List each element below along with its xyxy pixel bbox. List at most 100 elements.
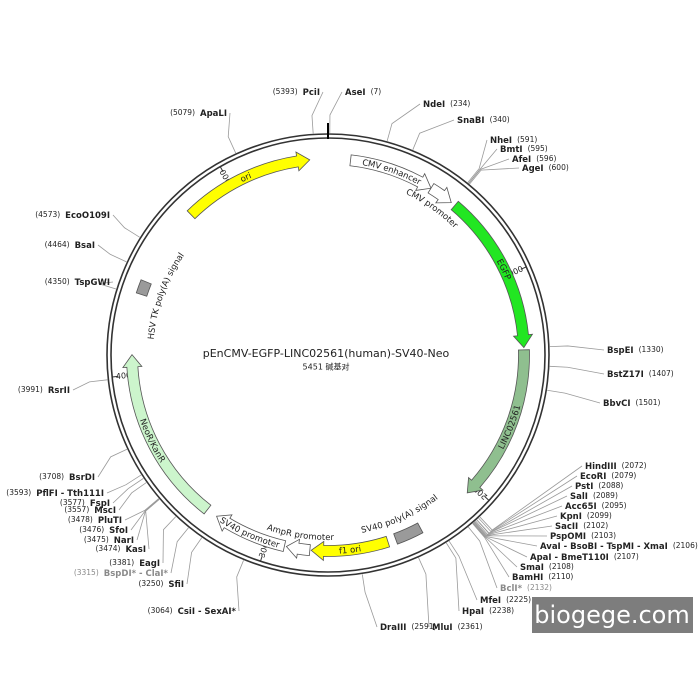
enzyme-position: (2108) bbox=[549, 562, 574, 571]
enzyme-name: MscI bbox=[94, 506, 116, 516]
enzyme-position: (2079) bbox=[611, 471, 636, 480]
enzyme-label: (3557) MscI bbox=[64, 505, 116, 516]
enzyme-name: BspEI bbox=[607, 346, 634, 356]
enzyme-position: (1501) bbox=[636, 398, 661, 407]
enzyme-name: PstI bbox=[575, 482, 593, 492]
enzyme-label: DraIII (2591) bbox=[380, 622, 436, 633]
enzyme-position: (600) bbox=[549, 163, 569, 172]
enzyme-position: (2103) bbox=[591, 531, 616, 540]
enzyme-leader bbox=[476, 495, 568, 534]
feature-label: NeoR/KanR bbox=[137, 417, 167, 464]
enzyme-name: EagI bbox=[139, 559, 160, 569]
enzyme-name: ApaI - BmeT110I bbox=[530, 553, 609, 563]
enzyme-name: ApaLI bbox=[200, 109, 227, 119]
enzyme-name: AseI bbox=[345, 88, 366, 98]
enzyme-position: (2102) bbox=[583, 521, 608, 530]
enzyme-label: BbvCI (1501) bbox=[603, 398, 661, 409]
enzyme-leader bbox=[118, 482, 147, 511]
enzyme-leader bbox=[329, 91, 343, 134]
enzyme-name: HpaI bbox=[462, 607, 484, 617]
enzyme-label: (3991) RsrII bbox=[18, 385, 70, 396]
enzyme-position: (340) bbox=[490, 115, 510, 124]
tick-mark bbox=[219, 166, 224, 173]
enzyme-leader bbox=[472, 523, 510, 578]
enzyme-label: NheI (591) bbox=[490, 135, 537, 146]
feature-arrow bbox=[216, 514, 287, 552]
feature-arrow bbox=[186, 151, 311, 220]
enzyme-position: (3577) bbox=[60, 498, 85, 507]
enzyme-position: (4573) bbox=[35, 210, 60, 219]
enzyme-name: AfeI bbox=[512, 155, 531, 165]
feature-arrow bbox=[310, 535, 391, 562]
enzyme-label: (3064) CsiI - SexAI* bbox=[148, 606, 237, 617]
enzyme-leader bbox=[468, 158, 510, 184]
enzyme-position: (3475) bbox=[84, 535, 109, 544]
enzyme-position: (1330) bbox=[639, 345, 664, 354]
enzyme-label: (3593) PflFI - Tth111I bbox=[6, 488, 104, 499]
watermark-box bbox=[532, 597, 693, 633]
enzyme-leader bbox=[474, 515, 558, 536]
enzyme-leader bbox=[472, 522, 518, 568]
enzyme-name: SmaI bbox=[520, 563, 544, 573]
enzyme-position: (2238) bbox=[489, 606, 514, 615]
feature-box bbox=[393, 522, 424, 545]
enzyme-name: EcoO109I bbox=[65, 211, 110, 221]
feature-label: SV40 poly(A) signal bbox=[360, 493, 440, 536]
enzyme-leader bbox=[473, 521, 548, 537]
feature-label-path: f1 ori bbox=[339, 544, 362, 556]
enzyme-label: (4464) BsaI bbox=[45, 240, 95, 251]
enzyme-leader bbox=[162, 516, 177, 564]
enzyme-leader bbox=[136, 498, 160, 541]
enzyme-label: PspOMI (2103) bbox=[550, 531, 616, 542]
enzyme-leader bbox=[469, 167, 520, 185]
enzyme-position: (2089) bbox=[593, 491, 618, 500]
enzyme-name: FspI bbox=[90, 499, 110, 509]
enzyme-label: EcoRI (2079) bbox=[580, 471, 636, 482]
enzyme-position: (7) bbox=[371, 87, 382, 96]
feature-label: f1 ori bbox=[339, 544, 362, 556]
enzyme-position: (2361) bbox=[458, 622, 483, 631]
enzyme-label: (4350) TspGWI bbox=[45, 277, 110, 288]
enzyme-position: (2225) bbox=[506, 595, 531, 604]
enzyme-name: SnaBI bbox=[457, 116, 485, 126]
enzyme-name: HindIII bbox=[585, 462, 617, 472]
enzyme-label: AgeI (600) bbox=[522, 163, 569, 174]
feature-label-path: ori bbox=[239, 171, 253, 185]
enzyme-label: AseI (7) bbox=[345, 87, 381, 98]
enzyme-position: (2072) bbox=[622, 461, 647, 470]
enzyme-position: (3593) bbox=[6, 488, 31, 497]
enzyme-label: BclI* (2132) bbox=[500, 583, 552, 594]
enzyme-leader bbox=[112, 214, 140, 238]
enzyme-name: PluTI bbox=[98, 516, 122, 526]
enzyme-leader bbox=[547, 389, 601, 404]
enzyme-label: (5079) ApaLI bbox=[170, 108, 227, 119]
enzyme-position: (3557) bbox=[64, 505, 89, 514]
feature-label-path: NeoR/KanR bbox=[137, 417, 167, 464]
enzyme-name: PflFI - Tth111I bbox=[36, 489, 104, 499]
enzyme-position: (3315) bbox=[74, 568, 99, 577]
enzyme-label: (3708) BsrDI bbox=[39, 472, 95, 483]
enzyme-position: (3476) bbox=[79, 525, 104, 534]
enzyme-position: (3381) bbox=[109, 558, 134, 567]
enzyme-name: DraIII bbox=[380, 623, 406, 633]
feature-arrow bbox=[122, 353, 212, 515]
enzyme-label: PstI (2088) bbox=[575, 481, 623, 492]
enzyme-label: MfeI (2225) bbox=[480, 595, 531, 606]
enzyme-leader bbox=[72, 379, 108, 391]
enzyme-label: Acc65I (2095) bbox=[565, 501, 627, 512]
enzyme-label: ApaI - BmeT110I (2107) bbox=[530, 552, 639, 563]
enzyme-label: (3250) SfiI bbox=[138, 579, 184, 590]
enzyme-name: PciI bbox=[303, 88, 320, 98]
enzyme-label: (3478) PluTI bbox=[68, 515, 122, 526]
enzyme-label: KpnI (2099) bbox=[560, 511, 612, 522]
enzyme-leader bbox=[112, 478, 144, 504]
enzyme-label: (5393) PciI bbox=[273, 87, 320, 98]
enzyme-position: (3708) bbox=[39, 472, 64, 481]
enzyme-label: SnaBI (340) bbox=[457, 115, 510, 126]
enzyme-name: NdeI bbox=[423, 100, 445, 110]
enzyme-label: SmaI (2108) bbox=[520, 562, 574, 573]
feature-label-path: HSV TK poly(A) signal bbox=[146, 251, 186, 340]
enzyme-label: SacII (2102) bbox=[555, 521, 608, 532]
enzyme-leader bbox=[236, 560, 244, 612]
